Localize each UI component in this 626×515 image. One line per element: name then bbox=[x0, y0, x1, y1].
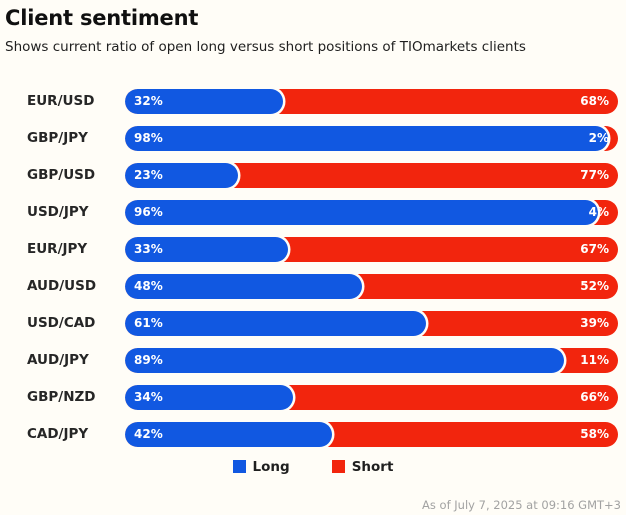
short-percent-label: 77% bbox=[580, 168, 609, 183]
short-percent-label: 52% bbox=[580, 279, 609, 294]
pair-label: USD/JPY bbox=[27, 204, 89, 221]
as-of-timestamp: As of July 7, 2025 at 09:16 GMT+3 bbox=[422, 498, 621, 512]
sentiment-row: USD/CAD 61% 39% bbox=[0, 310, 626, 336]
legend-item-short: Short bbox=[331, 458, 394, 475]
short-bar: 48% 52% bbox=[125, 273, 618, 299]
long-bar: 48% bbox=[125, 273, 362, 299]
sentiment-row: AUD/JPY 89% 11% bbox=[0, 347, 626, 373]
pair-label: AUD/JPY bbox=[27, 352, 89, 369]
long-percent-label: 61% bbox=[134, 316, 163, 331]
pair-label: CAD/JPY bbox=[27, 426, 89, 443]
short-percent-label: 66% bbox=[580, 390, 609, 405]
sentiment-row: GBP/USD 23% 77% bbox=[0, 162, 626, 188]
short-bar: 96% 4% bbox=[125, 199, 618, 225]
long-percent-label: 42% bbox=[134, 427, 163, 442]
chart-subtitle: Shows current ratio of open long versus … bbox=[5, 39, 526, 56]
sentiment-row: USD/JPY 96% 4% bbox=[0, 199, 626, 225]
long-percent-label: 23% bbox=[134, 168, 163, 183]
short-percent-label: 11% bbox=[580, 353, 609, 368]
long-bar: 96% bbox=[125, 199, 599, 225]
long-swatch-icon bbox=[232, 460, 246, 474]
short-bar: 98% 2% bbox=[125, 125, 618, 151]
sentiment-row: CAD/JPY 42% 58% bbox=[0, 421, 626, 447]
long-percent-label: 48% bbox=[134, 279, 163, 294]
pair-label: AUD/USD bbox=[27, 278, 97, 295]
long-bar: 33% bbox=[125, 236, 288, 262]
short-bar: 23% 77% bbox=[125, 162, 618, 188]
long-bar: 42% bbox=[125, 421, 333, 447]
chart-legend: Long Short bbox=[0, 459, 626, 475]
short-percent-label: 58% bbox=[580, 427, 609, 442]
sentiment-row: GBP/JPY 98% 2% bbox=[0, 125, 626, 151]
short-percent-label: 4% bbox=[588, 205, 609, 220]
legend-item-long: Long bbox=[232, 458, 290, 475]
sentiment-bar-list: EUR/USD 32% 68% GBP/JPY 98% 2% GBP/USD 23% 77% US… bbox=[0, 88, 626, 447]
sentiment-row: EUR/USD 32% 68% bbox=[0, 88, 626, 114]
pair-label: EUR/USD bbox=[27, 93, 95, 110]
sentiment-row: GBP/NZD 34% 66% bbox=[0, 384, 626, 410]
page-title: Client sentiment bbox=[5, 6, 199, 30]
long-bar: 23% bbox=[125, 162, 239, 188]
sentiment-row: AUD/USD 48% 52% bbox=[0, 273, 626, 299]
short-percent-label: 2% bbox=[588, 131, 609, 146]
short-bar: 33% 67% bbox=[125, 236, 618, 262]
short-bar: 89% 11% bbox=[125, 347, 618, 373]
short-swatch-icon bbox=[331, 460, 345, 474]
pair-label: GBP/NZD bbox=[27, 389, 96, 406]
pair-label: GBP/JPY bbox=[27, 130, 88, 147]
long-percent-label: 34% bbox=[134, 390, 163, 405]
legend-long-label: Long bbox=[252, 458, 290, 475]
long-percent-label: 89% bbox=[134, 353, 163, 368]
long-percent-label: 96% bbox=[134, 205, 163, 220]
short-percent-label: 68% bbox=[580, 94, 609, 109]
short-bar: 61% 39% bbox=[125, 310, 618, 336]
short-percent-label: 39% bbox=[580, 316, 609, 331]
long-percent-label: 32% bbox=[134, 94, 163, 109]
long-bar: 89% bbox=[125, 347, 564, 373]
pair-label: GBP/USD bbox=[27, 167, 96, 184]
short-bar: 32% 68% bbox=[125, 88, 618, 114]
sentiment-row: EUR/JPY 33% 67% bbox=[0, 236, 626, 262]
long-bar: 32% bbox=[125, 88, 283, 114]
long-bar: 61% bbox=[125, 310, 426, 336]
short-bar: 42% 58% bbox=[125, 421, 618, 447]
short-percent-label: 67% bbox=[580, 242, 609, 257]
long-bar: 34% bbox=[125, 384, 293, 410]
long-percent-label: 98% bbox=[134, 131, 163, 146]
pair-label: USD/CAD bbox=[27, 315, 96, 332]
legend-short-label: Short bbox=[351, 458, 394, 475]
short-bar: 34% 66% bbox=[125, 384, 618, 410]
pair-label: EUR/JPY bbox=[27, 241, 88, 258]
long-percent-label: 33% bbox=[134, 242, 163, 257]
long-bar: 98% bbox=[125, 125, 609, 151]
chart-header: Client sentiment Shows current ratio of … bbox=[0, 0, 626, 57]
